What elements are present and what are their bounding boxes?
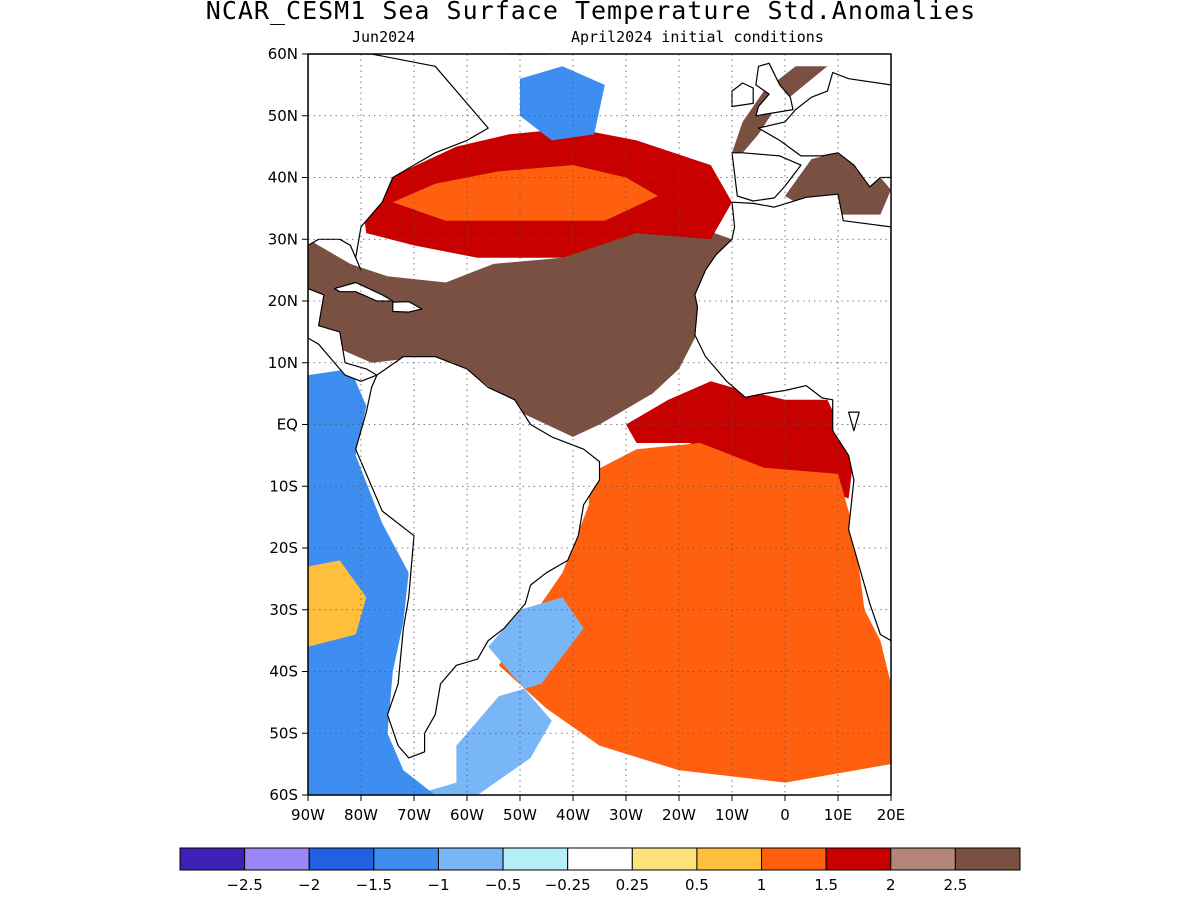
lat-tick-label: 20N <box>268 292 298 310</box>
region-labrador-cold-patch <box>520 66 605 141</box>
colorbar-label: −0.25 <box>545 876 591 894</box>
colorbar-label: 1 <box>757 876 767 894</box>
colorbar-swatch <box>825 847 892 871</box>
lon-tick-label: 90W <box>291 806 325 824</box>
colorbar-label: −1 <box>427 876 449 894</box>
lon-tick-label: 30W <box>609 806 643 824</box>
colorbar: −2.5 −2 −1.5 −1 −0.5 −0.25 0.25 0.5 1 1.5 2 2.5 <box>179 847 1021 894</box>
lon-tick-label: 80W <box>344 806 378 824</box>
colorbar-swatch <box>761 847 827 871</box>
land-cuba <box>333 281 394 302</box>
colorbar-swatch <box>890 847 956 871</box>
lon-tick-label: 10W <box>715 806 749 824</box>
land-south-america <box>355 356 601 759</box>
land-greenland-tip <box>508 54 548 55</box>
colorbar-label: 2.5 <box>943 876 967 894</box>
lat-tick-label: 50N <box>268 107 298 125</box>
lat-tick-label: 60N <box>268 45 298 63</box>
land-madagascar-edge <box>847 411 860 432</box>
latitude-axis: 60N 50N 40N 30N 20N 10N EQ 10S 20S 30S 40S 50S 60S <box>268 45 308 804</box>
colorbar-label: 0.5 <box>685 876 709 894</box>
lat-tick-label: 50S <box>269 724 298 742</box>
region-south-atlantic <box>498 443 891 783</box>
lat-tick-label: 20S <box>269 539 298 557</box>
colorbar-swatch <box>502 847 569 871</box>
region-southwest-atlantic-cold <box>414 597 584 795</box>
lon-tick-label: 10E <box>824 806 853 824</box>
colorbar-label: 1.5 <box>814 876 838 894</box>
region-tropical-atlantic <box>626 381 854 499</box>
lon-tick-label: 20E <box>877 806 906 824</box>
colorbar-swatch <box>179 847 246 871</box>
colorbar-label: −2.5 <box>226 876 262 894</box>
lon-tick-label: 60W <box>450 806 484 824</box>
region-southeast-pacific-cold <box>308 368 436 795</box>
lat-tick-label: 40S <box>269 663 298 681</box>
land-masses <box>308 54 891 759</box>
lat-tick-label: 10N <box>268 354 298 372</box>
lon-tick-label: 0 <box>780 806 790 824</box>
colorbar-label: 2 <box>886 876 896 894</box>
lat-tick-label: 60S <box>269 786 298 804</box>
colorbar-label: 0.25 <box>616 876 649 894</box>
colorbar-swatch <box>631 847 698 871</box>
colorbar-swatch <box>308 847 375 871</box>
longitude-axis: 90W 80W 70W 60W 50W 40W 30W 20W 10W 0 10E 20E <box>291 795 905 824</box>
colorbar-swatch <box>373 847 439 871</box>
lat-tick-label: 10S <box>269 477 298 495</box>
colorbar-label: −1.5 <box>356 876 392 894</box>
initial-conditions-label: April2024 initial conditions <box>571 28 824 46</box>
lat-tick-label: 30N <box>268 230 298 248</box>
map-title: NCAR_CESM1 Sea Surface Temperature Std.A… <box>205 0 977 25</box>
lat-tick-label: 40N <box>268 169 298 187</box>
colorbar-swatch <box>437 847 504 871</box>
lon-tick-label: 50W <box>503 806 537 824</box>
lon-tick-label: 40W <box>556 806 590 824</box>
lon-tick-label: 70W <box>397 806 431 824</box>
lat-tick-label: EQ <box>277 416 298 434</box>
land-hispaniola <box>392 301 423 313</box>
land-britain <box>755 62 794 117</box>
colorbar-swatch <box>567 847 633 871</box>
land-africa <box>694 193 891 642</box>
colorbar-swatch <box>696 847 763 871</box>
region-european-shelf <box>732 66 828 159</box>
colorbar-swatch <box>954 847 1021 871</box>
lat-tick-label: 30S <box>269 601 298 619</box>
region-north-atlantic-warm-core <box>392 165 658 221</box>
forecast-month-label: Jun2024 <box>352 28 416 46</box>
colorbar-label: −0.5 <box>485 876 521 894</box>
lat-lon-grid <box>308 54 891 795</box>
lon-tick-label: 20W <box>662 806 696 824</box>
colorbar-swatch <box>244 847 310 871</box>
colorbar-label: −2 <box>298 876 320 894</box>
land-europe <box>757 71 891 188</box>
region-southeast-pacific-warm-patch <box>308 560 367 647</box>
map-plot-area: 60N 50N 40N 30N 20N 10N EQ 10S 20S 30S 40S 50S 60S 9… <box>268 45 906 824</box>
